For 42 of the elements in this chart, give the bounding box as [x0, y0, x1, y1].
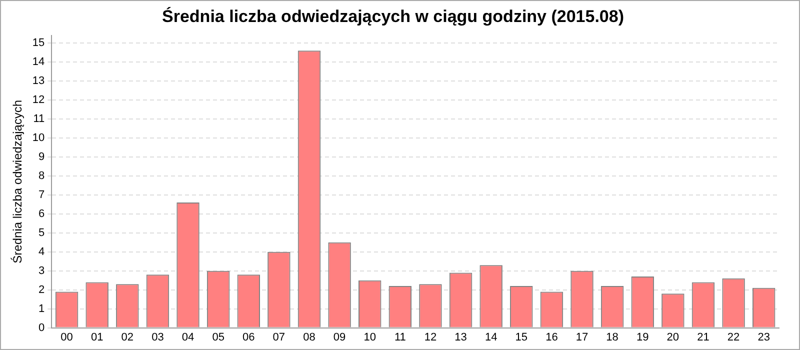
y-tick-label: 12: [32, 94, 45, 106]
x-tick-label: 00: [60, 331, 73, 344]
x-tick-label: 01: [90, 331, 104, 344]
x-tick-label: 15: [515, 331, 528, 344]
y-tick-label: 0: [38, 322, 45, 334]
x-tick-label: 13: [454, 331, 467, 344]
x-tick-label: 03: [152, 331, 164, 344]
x-tick-label: 22: [727, 331, 740, 344]
y-tick-label: 11: [33, 112, 45, 125]
x-tick-label: 18: [606, 331, 618, 344]
x-tick-label: 14: [484, 331, 498, 344]
x-tick-label: 21: [697, 331, 710, 344]
y-tick-label: 8: [38, 170, 45, 182]
x-tick-label: 06: [242, 331, 255, 344]
x-tick-label: 09: [333, 331, 346, 344]
y-tick-label: 14: [32, 56, 45, 68]
y-tick-label: 10: [32, 132, 45, 144]
x-tick-label: 17: [576, 331, 588, 344]
y-tick-label: 15: [32, 37, 45, 50]
x-tick-label: 20: [666, 331, 680, 344]
y-tick-label: 4: [38, 246, 45, 258]
y-tick-label: 1: [38, 302, 45, 315]
x-tick-label: 19: [636, 331, 649, 344]
x-tick-label: 04: [182, 331, 194, 344]
x-tick-label: 16: [546, 331, 558, 344]
y-axis-title: Średnia liczba odwiedzających: [10, 100, 25, 264]
x-tick-label: 05: [212, 331, 224, 344]
x-tick-label: 10: [364, 331, 376, 344]
x-tick-label: 08: [303, 331, 316, 344]
y-tick-label: 3: [38, 264, 45, 277]
y-tick-label: 6: [38, 208, 45, 220]
y-tick-label: 2: [38, 284, 45, 296]
x-tick-label: 02: [121, 331, 134, 344]
x-tick-label: 11: [394, 331, 406, 344]
x-tick-label: 07: [272, 331, 286, 344]
y-tick-label: 13: [32, 75, 45, 87]
y-tick-label: 7: [38, 188, 45, 201]
y-tick-label: 9: [38, 150, 45, 163]
x-tick-label: 12: [424, 331, 437, 344]
y-tick-label: 5: [38, 226, 45, 239]
chart-title: Średnia liczba odwiedzających w ciągu godziny (2015.08): [162, 6, 624, 26]
x-tick-label: 23: [758, 331, 770, 344]
